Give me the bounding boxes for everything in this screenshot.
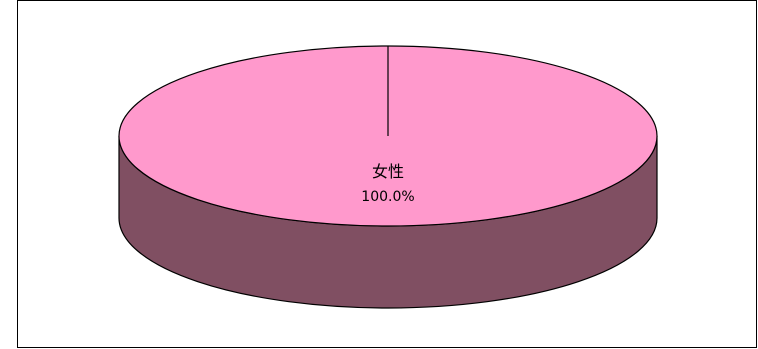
slice-label-value: 100.0% [361,189,414,205]
slice-label-name: 女性 [372,162,404,181]
